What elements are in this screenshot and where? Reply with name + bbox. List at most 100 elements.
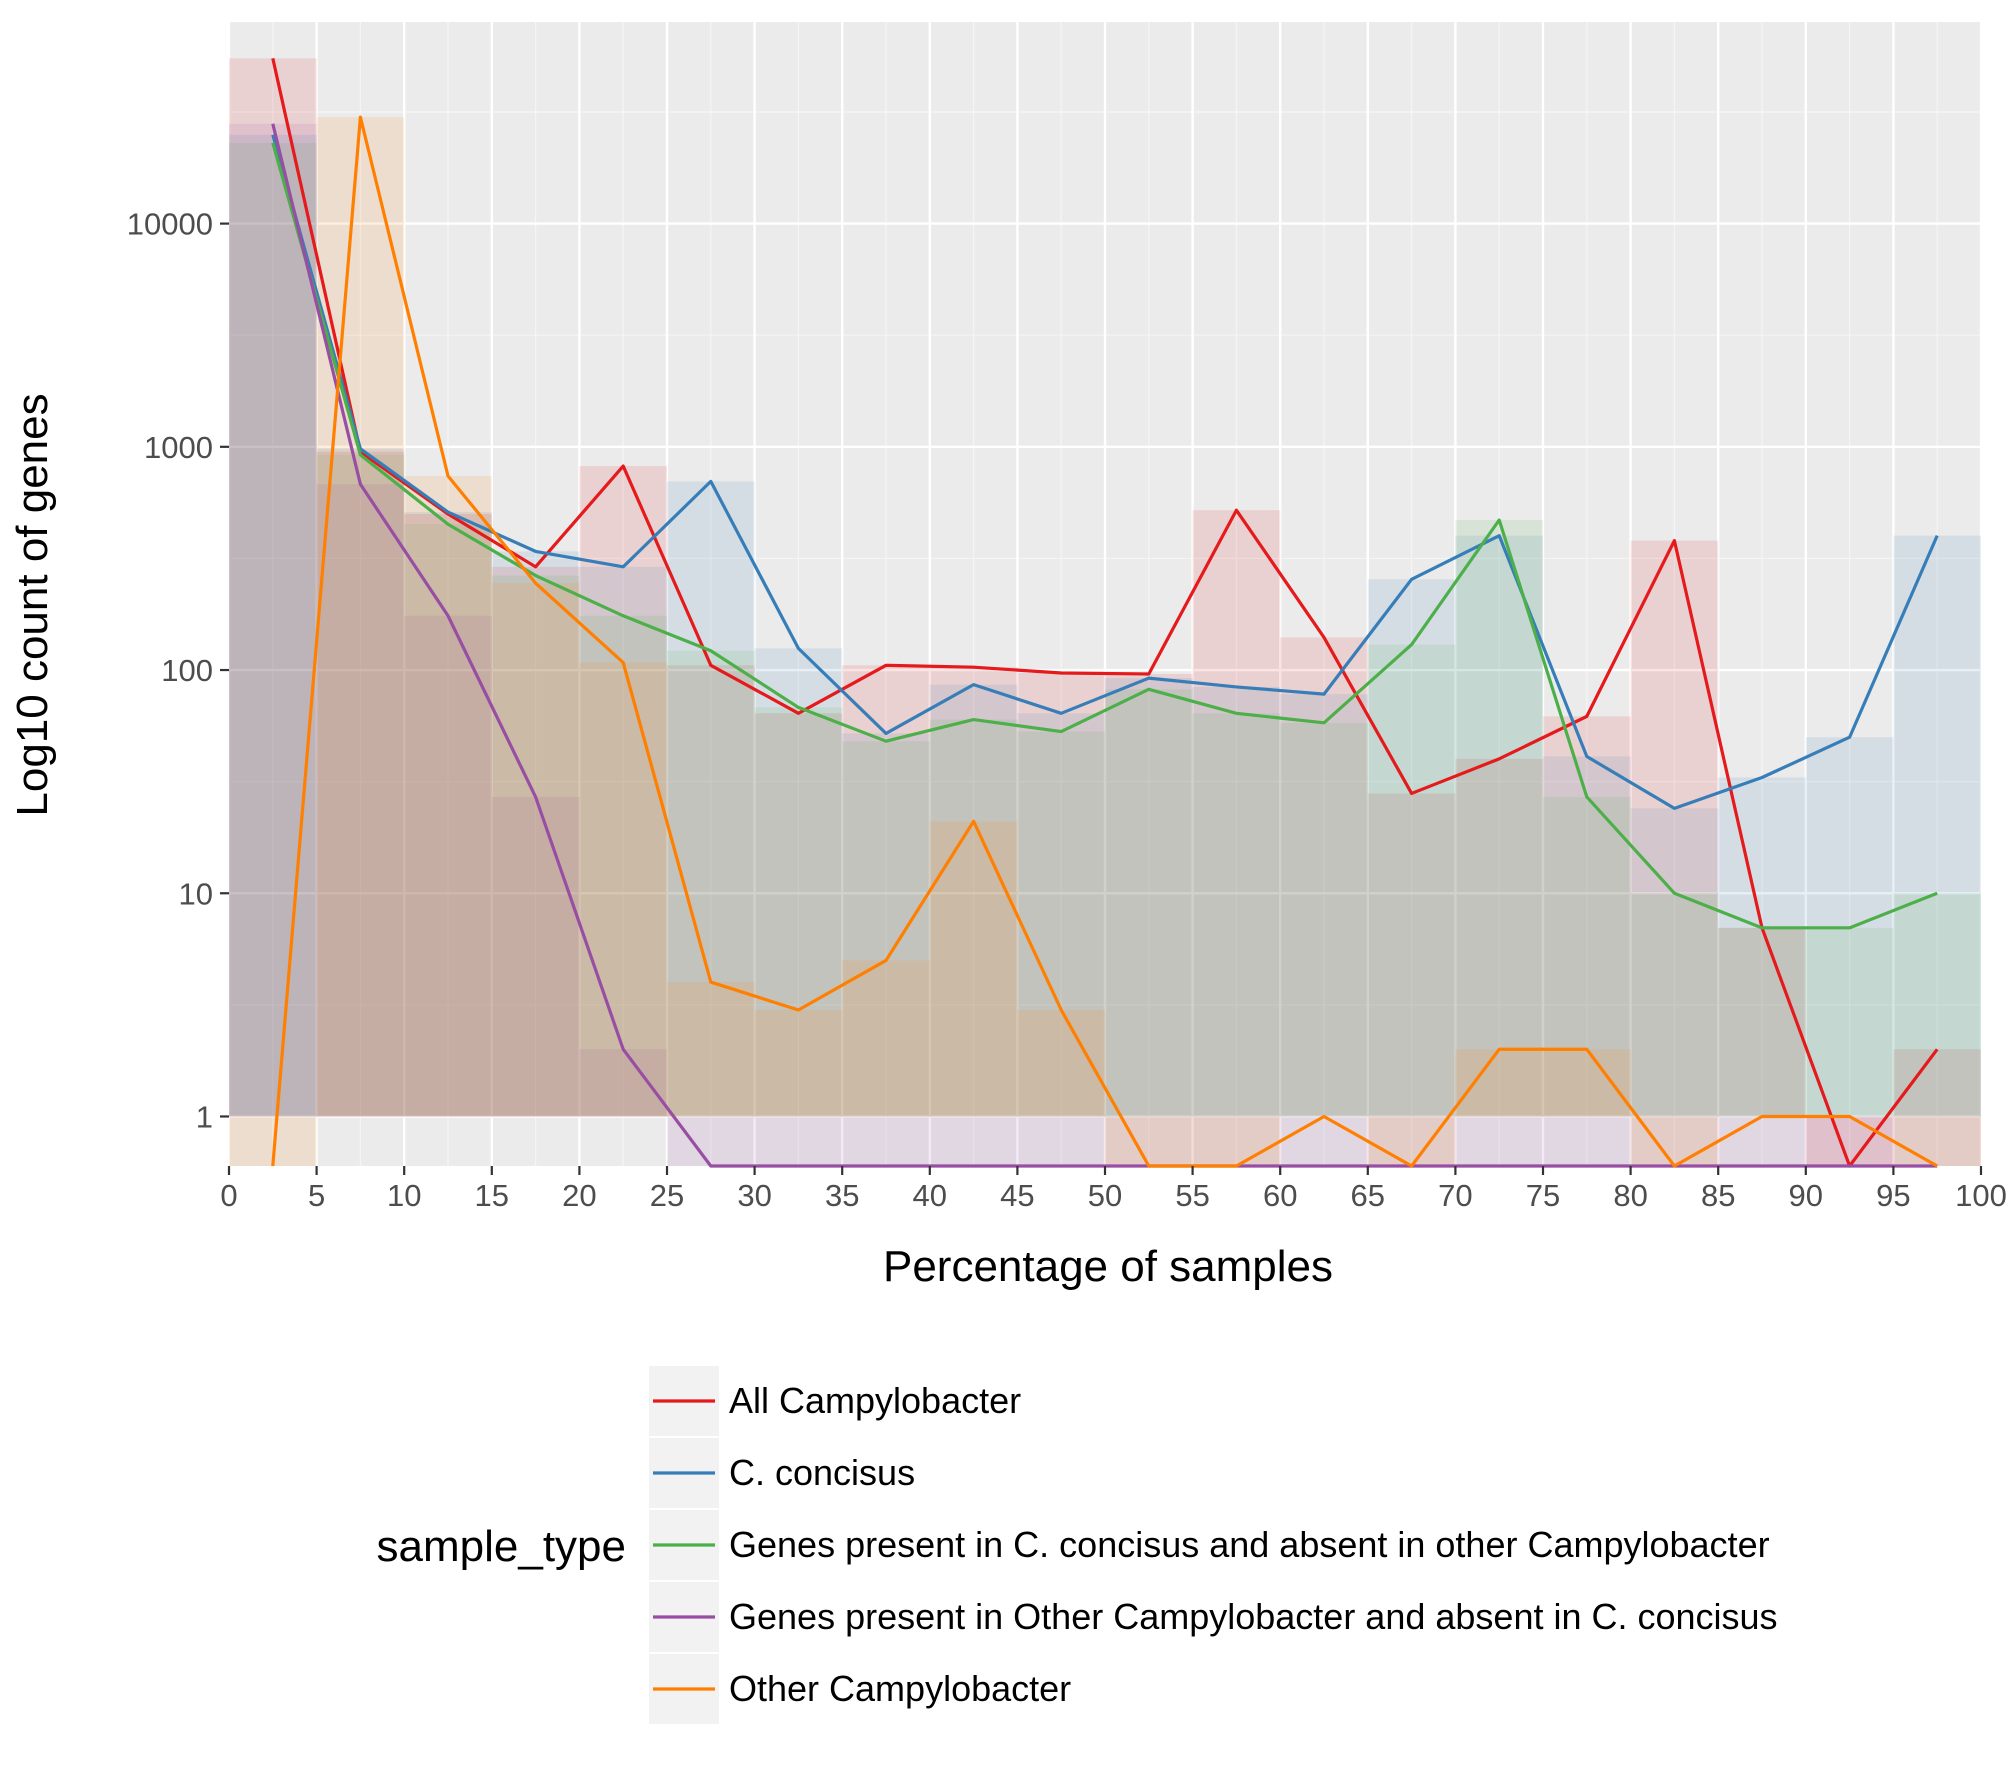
bar-series-2 [229,142,1981,1117]
histogram-bar [1017,1116,1105,1166]
series-line-0 [271,57,1939,1168]
histogram-bar [754,1009,843,1117]
y-axis-label: Log10 count of genes [8,393,57,816]
histogram-bar [1718,927,1806,1117]
x-tick-label: 65 [1351,1178,1385,1213]
legend-item: Genes present in Other Campylobacter and… [649,1582,1778,1652]
legend-label: All Campylobacter [729,1380,1021,1421]
plot-panel [227,22,1983,1168]
histogram-bar [1893,1116,1981,1166]
histogram-bar [1543,1116,1631,1166]
x-tick-label: 35 [825,1178,859,1213]
x-tick-label: 10 [387,1178,421,1213]
y-tick-label: 100 [161,653,213,688]
series-line-1 [271,134,1939,810]
histogram-bar [1455,1049,1543,1117]
y-tick-label: 10000 [127,207,213,242]
legend-title: sample_type [377,1522,626,1571]
x-tick-label: 50 [1088,1178,1122,1213]
series-lines [271,57,1939,1168]
legend-label: Genes present in C. concisus and absent … [729,1524,1770,1565]
histogram-bar [1105,678,1193,1117]
histogram-bar [1192,1116,1281,1166]
histogram-bar [667,665,755,1117]
histogram-bar [316,484,405,1117]
x-tick-label: 70 [1438,1178,1472,1213]
x-tick-label: 40 [913,1178,947,1213]
x-tick-label: 100 [1955,1178,2007,1213]
histogram-bar [1718,777,1806,1117]
histogram-bar [754,707,843,1117]
histogram-bar [929,821,1018,1117]
histogram-bars [229,58,1981,1166]
histogram-bar [404,512,492,1117]
histogram-bar [1367,644,1456,1117]
x-tick-label: 25 [650,1178,684,1213]
histogram-bar [229,142,317,1117]
legend-label: Genes present in Other Campylobacter and… [729,1596,1778,1637]
histogram-bar [1017,731,1105,1117]
y-axis: 1 10 100 1000 10000 [127,207,229,1134]
bar-series-3 [229,123,1981,1166]
histogram-bar [667,650,755,1117]
legend-item: C. concisus [649,1438,915,1508]
histogram-bar [1192,713,1281,1117]
x-tick-label: 80 [1613,1178,1647,1213]
histogram-bar [1105,673,1193,1117]
histogram-bar [1280,722,1368,1117]
histogram-bar [579,1049,667,1117]
histogram-bar [1543,796,1631,1117]
bar-series-1 [229,134,1981,1117]
histogram-bar [1543,1049,1631,1117]
histogram-bar [1192,510,1281,1117]
histogram-bar [1718,927,1806,1117]
histogram-bar [229,123,317,1117]
histogram-bar [1893,1116,1981,1166]
x-tick-label: 0 [220,1178,237,1213]
histogram-bar [754,1116,843,1166]
y-tick-label: 10 [179,876,213,911]
y-tick-label: 1000 [144,430,213,465]
histogram-bar [1017,672,1105,1117]
histogram-bar [404,615,492,1117]
histogram-bar [316,448,405,1117]
legend: sample_type All Campylobacter C. concisus… [377,1366,1778,1724]
x-tick-label: 30 [737,1178,771,1213]
histogram-bar [842,733,930,1117]
histogram-bar [491,566,580,1117]
histogram-bar [929,1116,1018,1166]
histogram-bar [1630,893,1719,1117]
histogram-bar [667,481,755,1117]
histogram-bar [1543,756,1631,1117]
legend-item: Other Campylobacter [649,1654,1071,1724]
histogram-bar [1455,520,1543,1117]
histogram-bar [1105,1116,1193,1166]
histogram-bar [1192,1116,1281,1166]
legend-item: Genes present in C. concisus and absent … [649,1510,1770,1580]
histogram-bar [842,1116,930,1166]
histogram-bar [1105,1116,1193,1166]
histogram-bar [1893,1049,1981,1117]
x-axis: 0 5 10 15 20 25 30 35 40 45 50 55 60 65 70 75 80 85 90 95 10… [220,1166,2007,1213]
histogram-bar [491,551,580,1117]
histogram-bar [842,741,930,1117]
histogram-bar [316,451,405,1117]
histogram-bar [1893,893,1981,1117]
histogram-bar [316,454,405,1117]
histogram-bar [1367,793,1456,1117]
histogram-bar [1805,927,1894,1117]
histogram-bar [1718,1116,1806,1166]
x-tick-label: 45 [1000,1178,1034,1213]
histogram-bar [1630,540,1719,1117]
x-axis-label: Percentage of samples [883,1242,1333,1291]
x-tick-label: 85 [1701,1178,1735,1213]
histogram-bar [579,662,667,1117]
legend-label: Other Campylobacter [729,1668,1071,1709]
x-tick-label: 75 [1526,1178,1560,1213]
histogram-bar [579,466,667,1117]
histogram-bar [404,476,492,1117]
histogram-bar [929,684,1018,1117]
legend-items: All Campylobacter C. concisus Genes presen… [649,1366,1778,1724]
histogram-bar [316,117,405,1117]
